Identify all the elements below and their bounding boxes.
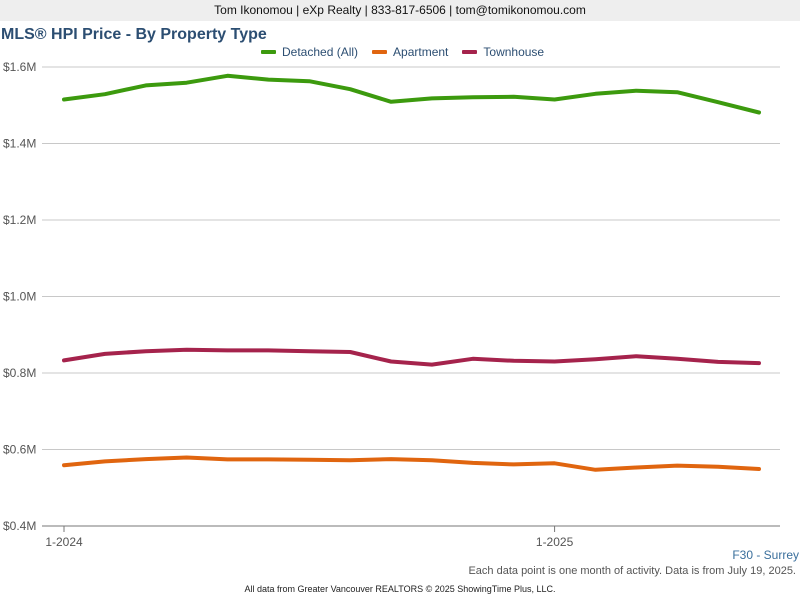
chart-title: MLS® HPI Price - By Property Type	[1, 26, 267, 43]
region-label: F30 - Surrey	[732, 548, 799, 562]
legend-item-townhouse: Townhouse	[462, 45, 544, 59]
y-tick-label: $1.4M	[3, 137, 36, 151]
legend-item-detached-all: Detached (All)	[261, 45, 358, 59]
series-line-apartment	[62, 455, 761, 472]
chart-legend: Detached (All) Apartment Townhouse	[261, 45, 558, 59]
series-line-townhouse	[62, 347, 761, 367]
y-tick-label: $1.2M	[3, 213, 36, 227]
legend-label: Apartment	[393, 45, 449, 59]
y-tick-label: $1.6M	[3, 60, 36, 74]
contact-text: Tom Ikonomou | eXp Realty | 833-817-6506…	[214, 3, 586, 17]
series-line-detached-all	[62, 73, 761, 115]
legend-label: Townhouse	[483, 45, 545, 59]
y-tick-label: $0.6M	[3, 443, 36, 457]
contact-header: Tom Ikonomou | eXp Realty | 833-817-6506…	[0, 0, 800, 21]
source-credit: All data from Greater Vancouver REALTORS…	[244, 584, 556, 594]
legend-swatch	[462, 50, 478, 54]
legend-swatch	[261, 50, 276, 54]
x-tick-label: 1-2024	[45, 535, 83, 549]
legend-label: Detached (All)	[282, 45, 359, 59]
y-tick-label: $1.0M	[3, 290, 36, 304]
footnote: Each data point is one month of activity…	[468, 565, 796, 577]
x-tick-label: 1-2025	[536, 535, 574, 549]
y-tick-label: $0.4M	[3, 519, 36, 533]
legend-swatch	[372, 50, 388, 54]
legend-item-apartment: Apartment	[372, 45, 448, 59]
y-tick-label: $0.8M	[3, 366, 36, 380]
